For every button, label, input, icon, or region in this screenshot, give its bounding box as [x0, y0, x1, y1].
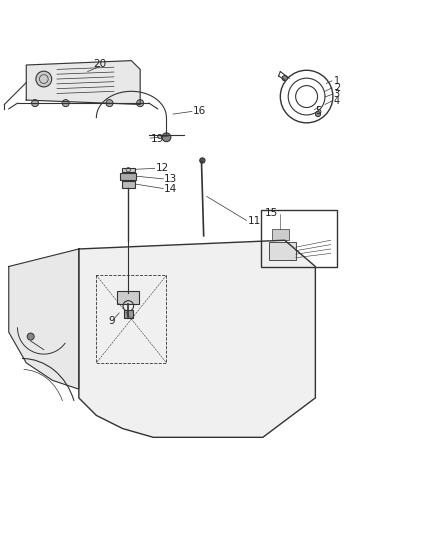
Circle shape [62, 100, 69, 107]
Text: 4: 4 [334, 96, 340, 106]
Text: 9: 9 [109, 316, 115, 326]
Text: 20: 20 [93, 59, 106, 69]
Polygon shape [26, 61, 140, 104]
Bar [117, 292, 139, 304]
Polygon shape [79, 240, 315, 437]
Text: 16: 16 [193, 107, 206, 116]
Bar [122, 167, 135, 172]
Text: 5: 5 [315, 106, 321, 116]
Circle shape [162, 133, 171, 142]
Bar [120, 173, 136, 180]
Bar [261, 209, 337, 266]
Text: 19: 19 [151, 134, 164, 143]
Text: 3: 3 [334, 90, 340, 99]
Circle shape [137, 100, 144, 107]
Text: 14: 14 [164, 183, 177, 193]
Circle shape [106, 100, 113, 107]
Circle shape [282, 76, 287, 81]
Circle shape [315, 111, 321, 117]
Bar [269, 243, 296, 260]
Text: 12: 12 [155, 163, 169, 173]
Text: 15: 15 [265, 208, 278, 218]
Bar [272, 229, 289, 240]
Bar [122, 181, 135, 188]
Text: 1: 1 [334, 76, 340, 86]
Circle shape [36, 71, 52, 87]
Circle shape [32, 100, 39, 107]
Text: 13: 13 [164, 174, 177, 184]
Text: 2: 2 [334, 83, 340, 93]
Text: 11: 11 [247, 215, 261, 225]
Bar [124, 310, 133, 318]
Circle shape [27, 333, 34, 340]
Circle shape [200, 158, 205, 163]
Polygon shape [9, 249, 79, 389]
